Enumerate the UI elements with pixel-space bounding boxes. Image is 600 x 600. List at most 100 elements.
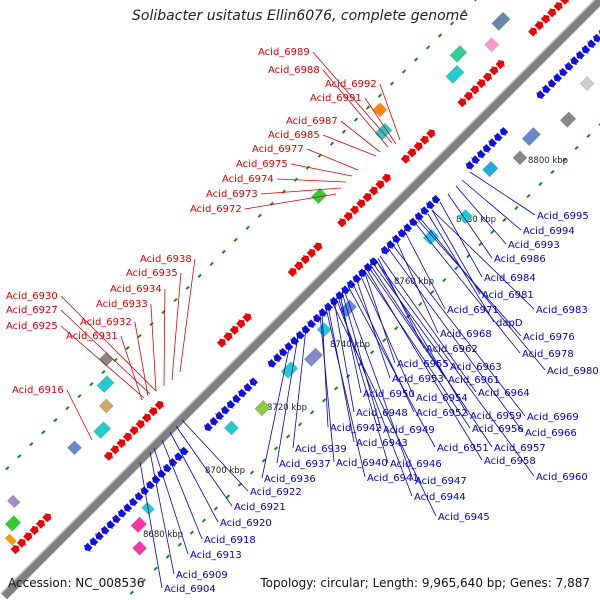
scale-tick (341, 129, 347, 134)
scale-tick (389, 81, 395, 86)
forward-gene-arrow (534, 21, 544, 31)
leader-line (150, 303, 157, 392)
reverse-gene-arrow (493, 132, 503, 142)
forward-gene-arrow (142, 413, 152, 423)
scale-tick (538, 181, 543, 187)
scale-tick (321, 398, 327, 403)
reverse-gene-label: Acid_6955 (397, 359, 449, 370)
leader-line (391, 243, 526, 417)
reverse-gene-arrow (431, 194, 441, 204)
scale-tick (437, 33, 443, 38)
gene-feature-box (4, 515, 22, 532)
reverse-gene-arrow (553, 73, 562, 82)
leader-line (367, 265, 447, 380)
forward-gene-label: Acid_6930 (6, 291, 58, 302)
leader-line (60, 295, 157, 392)
leader-line (461, 179, 522, 231)
scale-tick (550, 169, 555, 175)
reverse-gene-arrow (157, 469, 167, 478)
scale-tick (29, 442, 34, 447)
scale-tick (365, 105, 371, 110)
forward-gene-arrow (553, 2, 563, 12)
forward-gene-arrow (547, 8, 557, 18)
forward-gene-arrow (419, 135, 429, 145)
reverse-gene-arrow (369, 257, 379, 266)
scale-tick (562, 157, 567, 163)
leader-line (419, 217, 546, 371)
reverse-gene-arrow (180, 446, 189, 456)
leader-line (343, 289, 414, 481)
reverse-gene-arrow (488, 138, 497, 148)
reverse-gene-label: Acid_6909 (176, 570, 228, 581)
leader-line (161, 439, 203, 540)
reverse-gene-label: Acid_6948 (356, 408, 408, 419)
reverse-gene-label: Acid_6945 (438, 512, 490, 523)
forward-gene-arrow (148, 407, 158, 417)
kbp-marker: 8680 kbp (143, 530, 183, 540)
leader-line (134, 321, 149, 397)
leader-line (371, 261, 449, 367)
reverse-gene-arrow (284, 342, 294, 351)
reverse-gene-arrow (499, 127, 509, 136)
forward-gene-arrow (349, 205, 359, 215)
reverse-gene-label: Acid_6968 (440, 329, 492, 340)
reverse-gene-arrow (392, 234, 401, 244)
forward-gene-label: Acid_6992 (325, 79, 377, 90)
forward-gene-arrow (489, 66, 499, 76)
forward-gene-arrow (300, 255, 310, 265)
forward-gene-arrow (294, 261, 304, 271)
reverse-gene-label: Acid_6971 (447, 305, 499, 316)
forward-gene-label: Acid_6985 (268, 130, 320, 141)
reverse-gene-label: Acid_6966 (525, 428, 577, 439)
forward-gene-arrow (242, 313, 252, 323)
scale-tick (41, 430, 46, 435)
scale-tick (442, 278, 447, 283)
scale-tick (285, 434, 291, 439)
scale-tick (425, 45, 431, 50)
reverse-gene-arrow (249, 377, 258, 387)
reverse-gene-label: Acid_6941 (367, 473, 419, 484)
reverse-gene-label: Acid_6986 (494, 254, 546, 265)
reverse-gene-label: Acid_6921 (234, 502, 286, 513)
forward-gene-label: Acid_6935 (126, 268, 178, 279)
forward-gene-arrow (476, 79, 486, 89)
reverse-gene-label: Acid_6962 (426, 344, 478, 355)
reverse-gene-arrow (346, 279, 356, 289)
reverse-gene-arrow (476, 149, 486, 159)
leader-line (322, 69, 389, 148)
scale-tick (245, 225, 250, 230)
leader-line (325, 307, 366, 478)
reverse-gene-arrow (237, 388, 247, 398)
reverse-gene-label: Acid_6944 (414, 492, 466, 503)
reverse-gene-label: Acid_6957 (494, 443, 546, 454)
forward-gene-arrow (103, 451, 113, 461)
scale-tick (273, 446, 279, 451)
reverse-gene-label: Acid_6959 (470, 411, 522, 422)
reverse-gene-arrow (221, 405, 230, 415)
reverse-gene-arrow (232, 394, 241, 404)
leader-line (351, 281, 415, 413)
kbp-marker: 8760 kbp (394, 277, 434, 287)
leader-line (340, 120, 381, 153)
forward-gene-arrow (381, 173, 391, 183)
reverse-gene-label: Acid_6958 (484, 456, 536, 467)
reverse-gene-arrow (403, 223, 413, 232)
reverse-gene-label: Acid_6960 (536, 472, 588, 483)
forward-gene-arrow (223, 332, 233, 342)
reverse-gene-label: Acid_6904 (164, 584, 216, 595)
leader-line (333, 299, 355, 413)
leader-line (179, 258, 196, 373)
kbp-marker: 8780 kbp (456, 215, 496, 225)
forward-gene-arrow (23, 532, 33, 542)
reverse-gene-arrow (312, 313, 322, 323)
leader-line (347, 285, 436, 448)
scale-tick (329, 141, 335, 146)
reverse-gene-label: Acid_6950 (363, 389, 415, 400)
leader-line (60, 325, 145, 399)
reverse-gene-arrow (95, 531, 104, 541)
reverse-gene-label: Acid_6956 (472, 424, 524, 435)
reverse-gene-label: Acid_6918 (204, 535, 256, 546)
leader-line (139, 461, 163, 589)
